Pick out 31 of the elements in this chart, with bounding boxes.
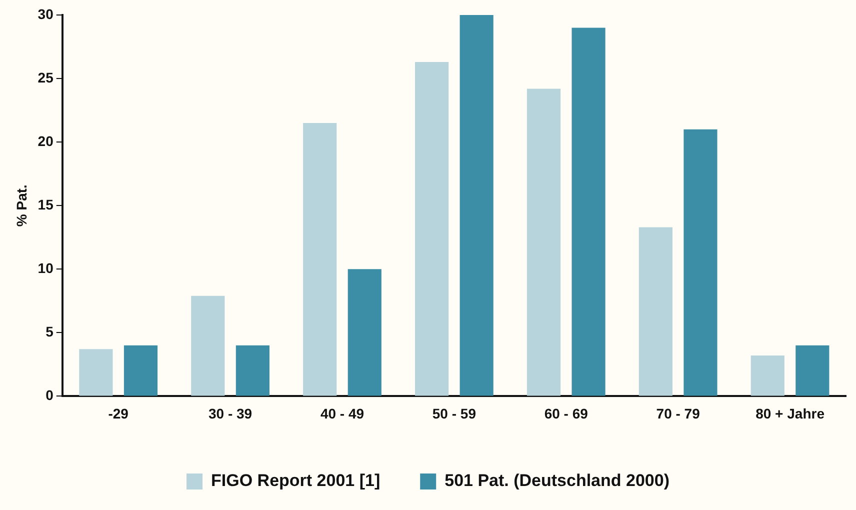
x-tick-label: 60 - 69 — [544, 405, 588, 422]
x-tick-label: 30 - 39 — [208, 405, 252, 422]
y-tick-label: 5 — [46, 324, 54, 340]
bar — [460, 15, 494, 396]
bar — [572, 28, 606, 396]
bar — [348, 269, 382, 396]
y-tick-label: 20 — [38, 132, 54, 149]
bar — [124, 345, 158, 396]
x-tick-label: -29 — [108, 405, 129, 422]
y-tick-label: 15 — [38, 196, 54, 212]
y-axis-title: % Pat. — [13, 184, 30, 227]
legend-label: FIGO Report 2001 [1] — [211, 471, 380, 490]
legend-label: 501 Pat. (Deutschland 2000) — [444, 471, 670, 490]
bar — [303, 123, 337, 396]
bar — [638, 227, 672, 396]
bar — [236, 345, 270, 396]
x-tick-label: 40 - 49 — [320, 405, 364, 422]
y-tick-label: 0 — [46, 387, 54, 404]
x-tick-label: 80 + Jahre — [756, 405, 825, 422]
bar — [79, 349, 113, 396]
bar — [796, 345, 830, 396]
bar — [526, 88, 561, 396]
x-tick-label: 70 - 79 — [656, 405, 700, 422]
bar — [191, 296, 225, 396]
x-tick-label: 50 - 59 — [432, 405, 476, 422]
y-tick-label: 25 — [38, 69, 54, 86]
bar — [750, 356, 784, 396]
bar — [415, 62, 449, 396]
y-tick-label: 30 — [38, 6, 54, 22]
bar — [684, 129, 718, 396]
y-tick-label: 10 — [38, 260, 54, 276]
